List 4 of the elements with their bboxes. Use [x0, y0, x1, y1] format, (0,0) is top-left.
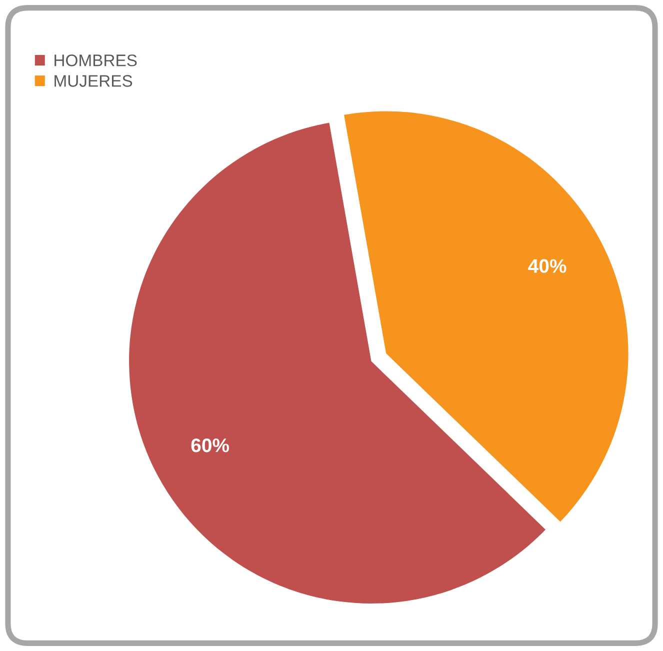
data-label: 60% — [191, 438, 230, 452]
legend-label: HOMBRES — [54, 54, 137, 66]
legend-label: MUJERES — [54, 75, 132, 87]
data-label: 40% — [528, 259, 566, 273]
